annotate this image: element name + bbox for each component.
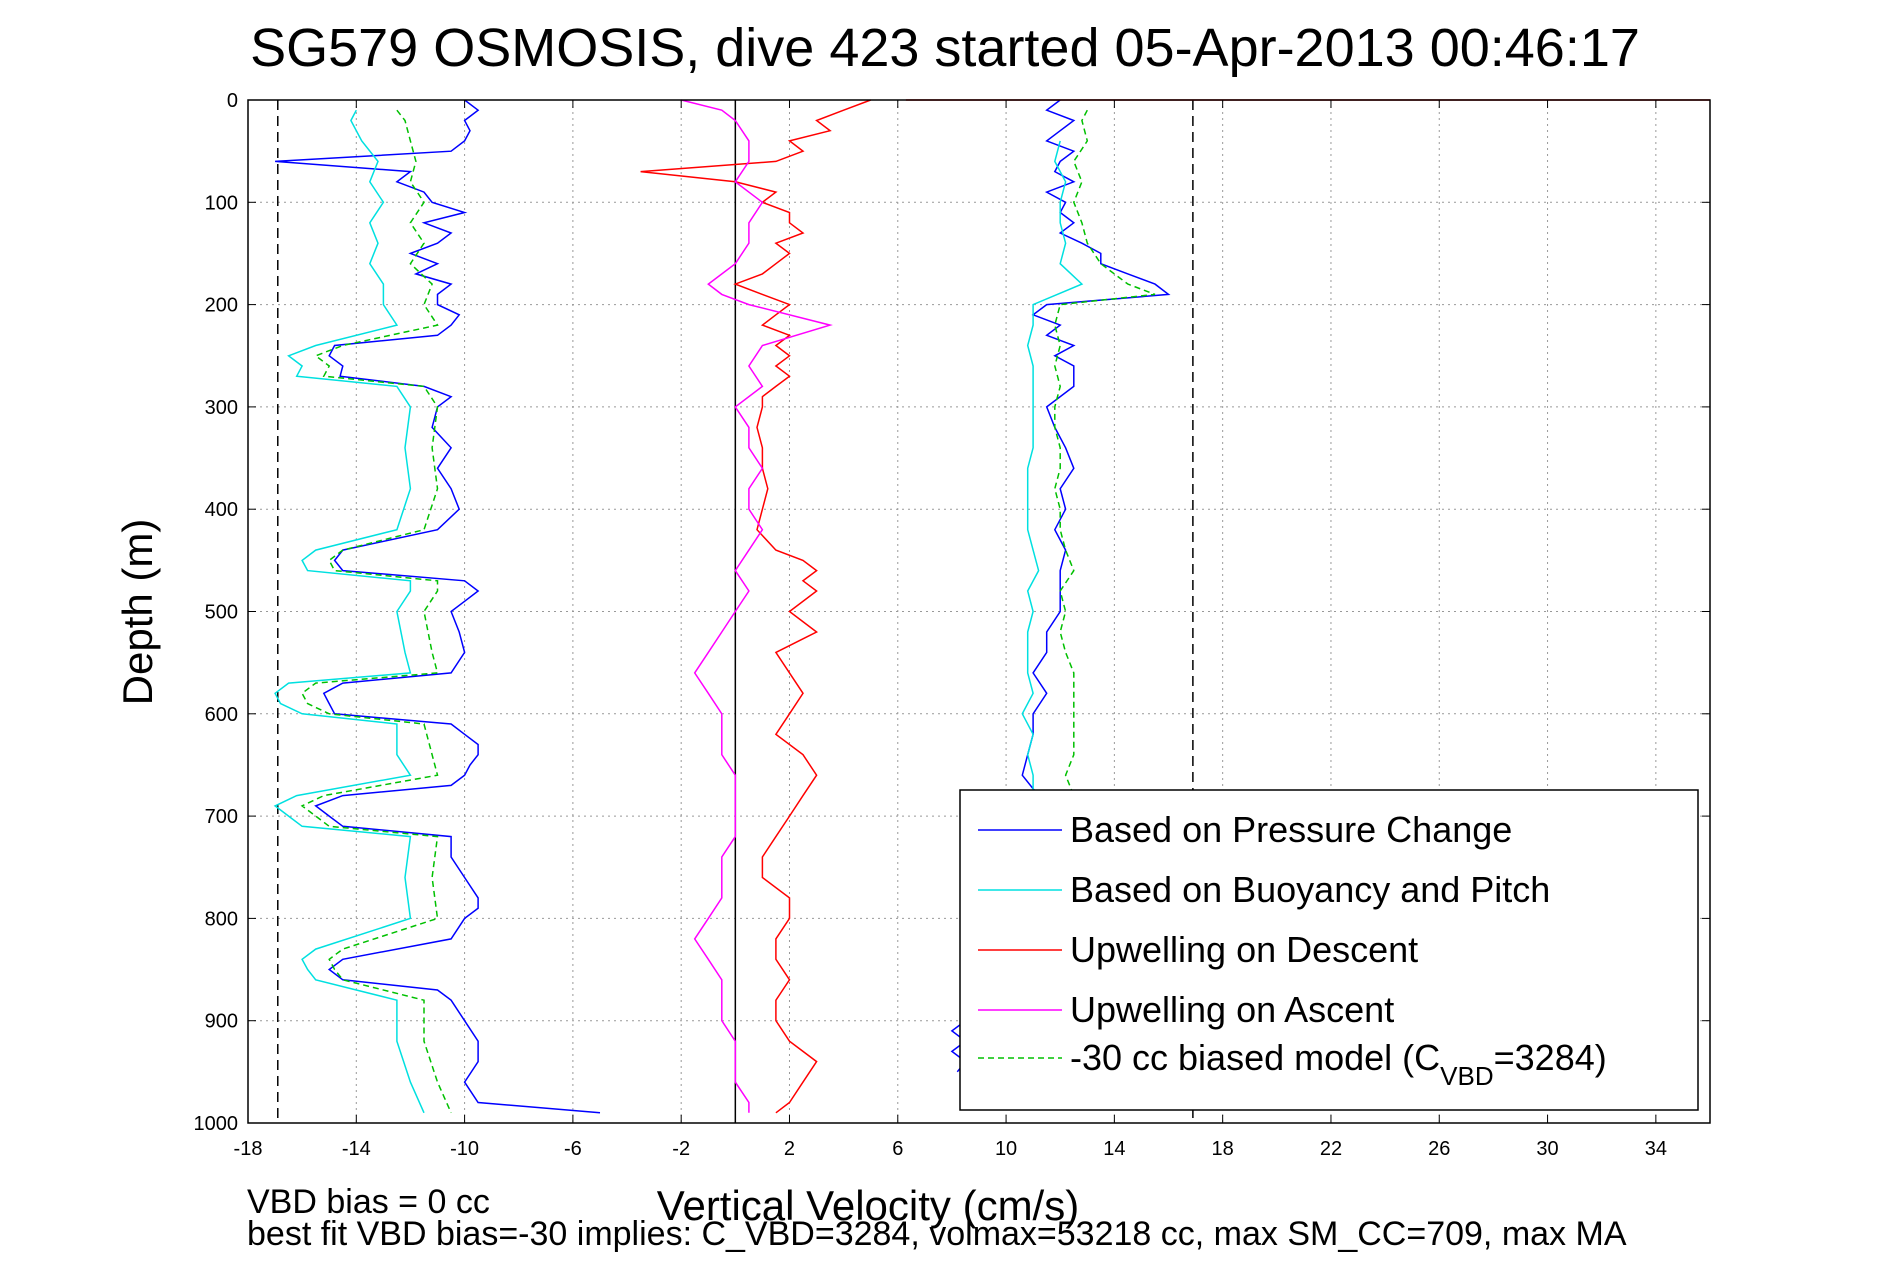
y-axis-ticks: 0 100 200 300 400 500 600 700 800 900 1000 [194,90,1710,1135]
legend-label: Based on Pressure Change [1070,809,1512,850]
y-tick-label: 500 [205,602,238,624]
x-tick-label: 22 [1320,1138,1342,1160]
y-tick-label: 300 [205,397,238,419]
y-axis-label: Depth (m) [114,519,161,706]
y-tick-label: 400 [205,499,238,521]
x-tick-label: 18 [1212,1138,1234,1160]
best-fit-note: best fit VBD bias=-30 implies: C_VBD=328… [247,1215,1627,1253]
x-tick-label: 34 [1645,1138,1667,1160]
x-tick-label: 10 [995,1138,1017,1160]
legend: Based on Pressure Change Based on Buoyanc… [959,789,1699,1111]
series-line-2-0 [640,99,871,1114]
x-tick-label: 26 [1428,1138,1450,1160]
x-tick-label: -2 [672,1138,690,1160]
vbd-bias-note: VBD bias = 0 cc [247,1183,490,1221]
series-line-1-0 [273,109,425,1114]
y-tick-label: 900 [205,1011,238,1033]
y-tick-label: 0 [227,90,238,112]
series-line-4-0 [300,109,452,1114]
legend-label: Upwelling on Descent [1070,929,1418,970]
y-tick-label: 1000 [194,1113,239,1135]
x-tick-label: -10 [450,1138,479,1160]
y-tick-label: 600 [205,704,238,726]
y-tick-label: 100 [205,192,238,214]
legend-label: Based on Buoyancy and Pitch [1070,869,1550,910]
legend-label: Upwelling on Ascent [1070,989,1394,1030]
series-line-1-1 [1021,140,1084,919]
y-tick-label: 700 [205,806,238,828]
x-tick-label: 30 [1536,1138,1558,1160]
x-tick-label: 2 [784,1138,795,1160]
series-line-3-0 [681,99,833,1113]
x-tick-label: -6 [564,1138,582,1160]
x-axis-ticks: -18 -14 -10 -6 -2 2 6 10 14 18 22 26 30 34 [234,100,1667,1160]
legend-box [959,789,1699,1111]
series-line-0-0 [275,99,601,1114]
x-axis-label: Vertical Velocity (cm/s) [657,1182,1079,1229]
chart-title: SG579 OSMOSIS, dive 423 started 05-Apr-2… [250,18,1640,78]
x-tick-label: -18 [234,1138,263,1160]
series-line-4-1 [1054,109,1156,919]
y-tick-label: 200 [205,295,238,317]
x-tick-label: 6 [892,1138,903,1160]
x-tick-label: 14 [1103,1138,1125,1160]
y-tick-label: 800 [205,908,238,930]
x-tick-label: -14 [342,1138,371,1160]
legend-label: -30 cc biased model (CVBD=3284) [1070,1037,1607,1091]
